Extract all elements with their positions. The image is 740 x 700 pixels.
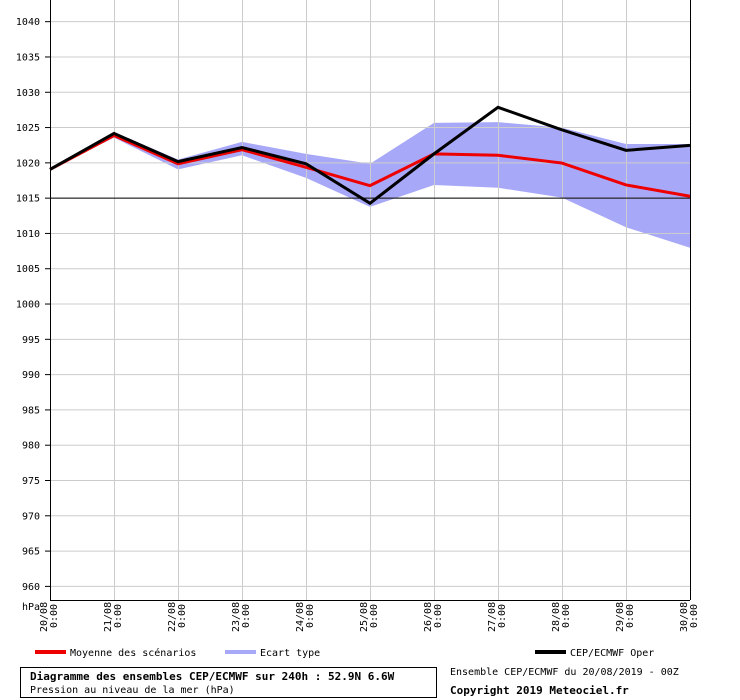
oper-line	[49, 105, 691, 206]
x-tick-date: 28/08	[551, 602, 562, 632]
legend: Moyenne des scénarios Ecart type CEP/ECMWF…	[35, 647, 654, 659]
y-tick-label: 965	[22, 547, 40, 558]
y-tick-label: 1015	[16, 194, 40, 205]
y-tick-label: 980	[22, 441, 40, 452]
x-tick-time: 0:00	[433, 604, 444, 628]
x-tick-labels: 20/08 0:00 21/08 0:00 22/08 0:00 23/08 0:00 24/0…	[39, 602, 700, 632]
x-tick-label-group: 24/08 0:00	[295, 602, 316, 632]
x-tick-label-group: 27/08 0:00	[487, 602, 508, 632]
y-tick-label: 1000	[16, 300, 40, 311]
run-info: Ensemble CEP/ECMWF du 20/08/2019 - 00Z	[450, 667, 679, 678]
y-tick-label: 1005	[16, 264, 40, 275]
chart-title: Diagramme des ensembles CEP/ECMWF sur 24…	[30, 670, 395, 683]
grid-layer	[50, 0, 691, 600]
x-tick-date: 30/08	[679, 602, 690, 632]
y-tick-labels: 960 965 970 975 980 985 990 995 1000 1005 1010 1015…	[16, 17, 40, 613]
y-tick-label: 1010	[16, 229, 40, 240]
copyright: Copyright 2019 Meteociel.fr	[450, 684, 629, 697]
axes-layer	[45, 0, 691, 601]
x-tick-date: 22/08	[167, 602, 178, 632]
legend-band-label: Ecart type	[260, 648, 320, 659]
x-tick-date: 26/08	[423, 602, 434, 632]
x-tick-label-group: 21/08 0:00	[103, 602, 124, 632]
x-tick-date: 29/08	[615, 602, 626, 632]
x-tick-time: 0:00	[369, 604, 380, 628]
x-tick-label-group: 20/08 0:00	[39, 602, 60, 632]
x-tick-time: 0:00	[49, 604, 60, 628]
y-tick-label: 1020	[16, 158, 40, 169]
x-tick-time: 0:00	[497, 604, 508, 628]
x-tick-label-group: 25/08 0:00	[359, 602, 380, 632]
x-tick-label-group: 26/08 0:00	[423, 602, 444, 632]
y-tick-label: 985	[22, 405, 40, 416]
mean-line	[49, 133, 691, 198]
y-tick-label: 1035	[16, 52, 40, 63]
x-tick-date: 23/08	[231, 602, 242, 632]
x-tick-date: 20/08	[39, 602, 50, 632]
ensemble-chart: 960 965 970 975 980 985 990 995 1000 1005 1010 1015…	[16, 0, 700, 659]
x-tick-time: 0:00	[177, 604, 188, 628]
x-tick-date: 24/08	[295, 602, 306, 632]
series-lines-layer	[49, 105, 691, 206]
x-tick-time: 0:00	[625, 604, 636, 628]
x-tick-time: 0:00	[305, 604, 316, 628]
x-tick-date: 27/08	[487, 602, 498, 632]
legend-oper-label: CEP/ECMWF Oper	[570, 648, 654, 659]
legend-mean-label: Moyenne des scénarios	[70, 647, 196, 659]
chart-subtitle: Pression au niveau de la mer (hPa)	[30, 685, 235, 696]
x-tick-time: 0:00	[241, 604, 252, 628]
x-tick-time: 0:00	[561, 604, 572, 628]
chart-title-box: Diagramme des ensembles CEP/ECMWF sur 24…	[20, 667, 437, 698]
x-tick-label-group: 22/08 0:00	[167, 602, 188, 632]
y-tick-label: 960	[22, 582, 40, 593]
y-tick-label: 970	[22, 511, 40, 522]
x-tick-label-group: 23/08 0:00	[231, 602, 252, 632]
y-tick-label: 1040	[16, 17, 40, 28]
y-tick-label: 975	[22, 476, 40, 487]
y-tick-label: 990	[22, 370, 40, 381]
x-tick-date: 25/08	[359, 602, 370, 632]
x-tick-time: 0:00	[689, 604, 700, 628]
y-tick-label: 1025	[16, 123, 40, 134]
x-tick-label-group: 28/08 0:00	[551, 602, 572, 632]
x-tick-label-group: 30/08 0:00	[679, 602, 700, 632]
x-tick-label-group: 29/08 0:00	[615, 602, 636, 632]
x-tick-date: 21/08	[103, 602, 114, 632]
y-axis-label: hPa	[22, 602, 40, 613]
x-tick-time: 0:00	[113, 604, 124, 628]
y-tick-label: 1030	[16, 88, 40, 99]
y-tick-label: 995	[22, 335, 40, 346]
